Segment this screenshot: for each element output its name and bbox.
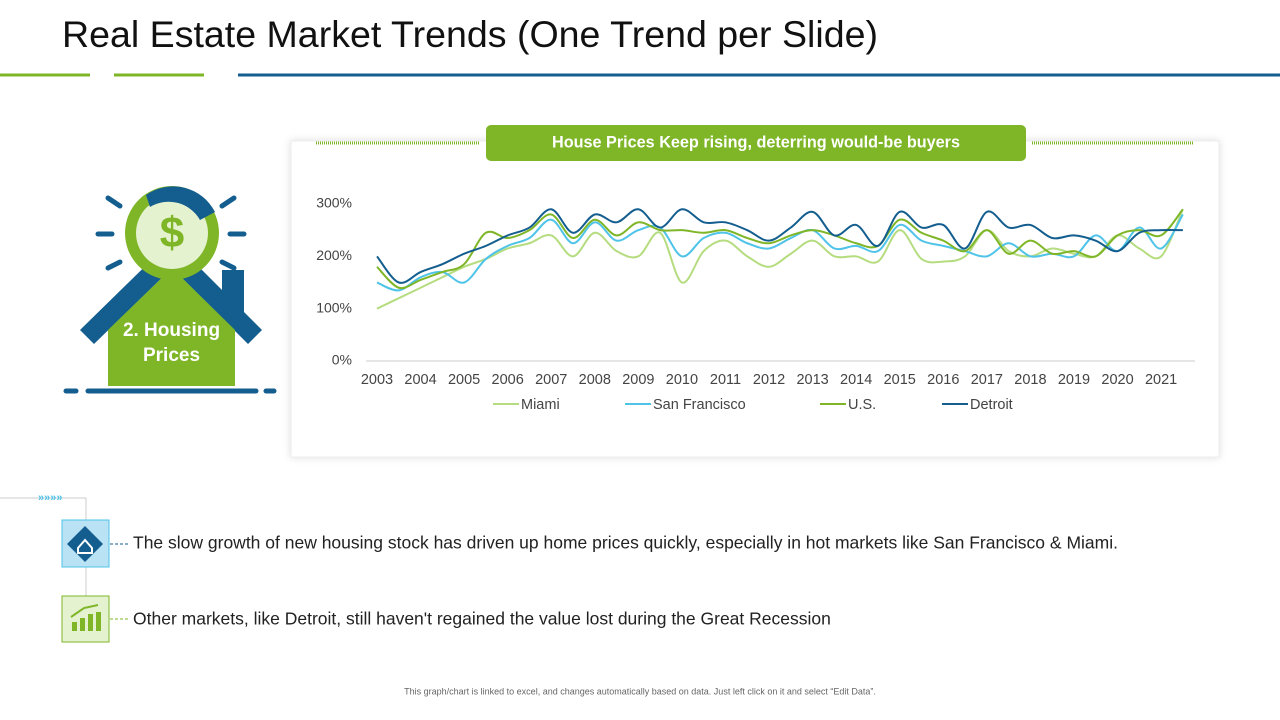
bullet-text: Other markets, like Detroit, still haven… [133, 609, 831, 629]
chart-title-banner [486, 125, 1026, 161]
x-tick-label: 2018 [1014, 372, 1046, 388]
y-tick-label: 0% [332, 352, 352, 368]
icon-label-box: 2. Housing Prices [122, 320, 221, 366]
y-tick-label: 200% [316, 247, 352, 263]
legend-label: U.S. [848, 397, 876, 413]
x-tick-label: 2020 [1101, 372, 1133, 388]
bullet-text: The slow growth of new housing stock has… [133, 533, 1118, 553]
x-tick-label: 2007 [535, 372, 567, 388]
y-tick-label: 300% [316, 195, 352, 211]
x-tick-label: 2008 [579, 372, 611, 388]
slide-title: Real Estate Market Trends (One Trend per… [62, 14, 878, 55]
x-tick-label: 2011 [710, 372, 741, 388]
legend-label: Detroit [970, 397, 1013, 413]
x-tick-label: 2003 [361, 372, 393, 388]
svg-text:$: $ [160, 209, 184, 258]
x-tick-label: 2017 [971, 372, 1003, 388]
x-tick-label: 2014 [840, 372, 872, 388]
series-line [376, 208, 1184, 290]
x-tick-label: 2006 [492, 372, 524, 388]
bullet-decor: »»»» [0, 492, 130, 643]
x-tick-label: 2021 [1145, 372, 1177, 388]
y-tick-label: 100% [316, 299, 352, 315]
x-tick-label: 2010 [666, 372, 698, 388]
footer-note: This graph/chart is linked to excel, and… [404, 686, 876, 696]
series-line [376, 208, 1183, 284]
series-line [376, 208, 1184, 310]
x-tick-label: 2016 [927, 372, 959, 388]
x-tick-label: 2012 [753, 372, 785, 388]
x-tick-label: 2015 [884, 372, 916, 388]
svg-text:»»»»: »»»» [38, 492, 62, 504]
chart-title: House Prices Keep rising, deterring woul… [552, 132, 960, 151]
x-tick-label: 2009 [622, 372, 654, 388]
x-tick-label: 2019 [1058, 372, 1090, 388]
line-chart: 0% 100% 200% 300% 2003 2004 2005 2006 2007 2008 20… [316, 195, 1195, 413]
x-tick-label: 2004 [404, 372, 436, 388]
house-icon: $ [63, 186, 277, 394]
legend-label: Miami [521, 397, 560, 413]
chart-panel [290, 140, 1220, 458]
x-tick-label: 2013 [796, 372, 828, 388]
icon-label: 2. Housing Prices [122, 320, 221, 366]
x-tick-label: 2005 [448, 372, 480, 388]
legend-label: San Francisco [653, 397, 746, 413]
